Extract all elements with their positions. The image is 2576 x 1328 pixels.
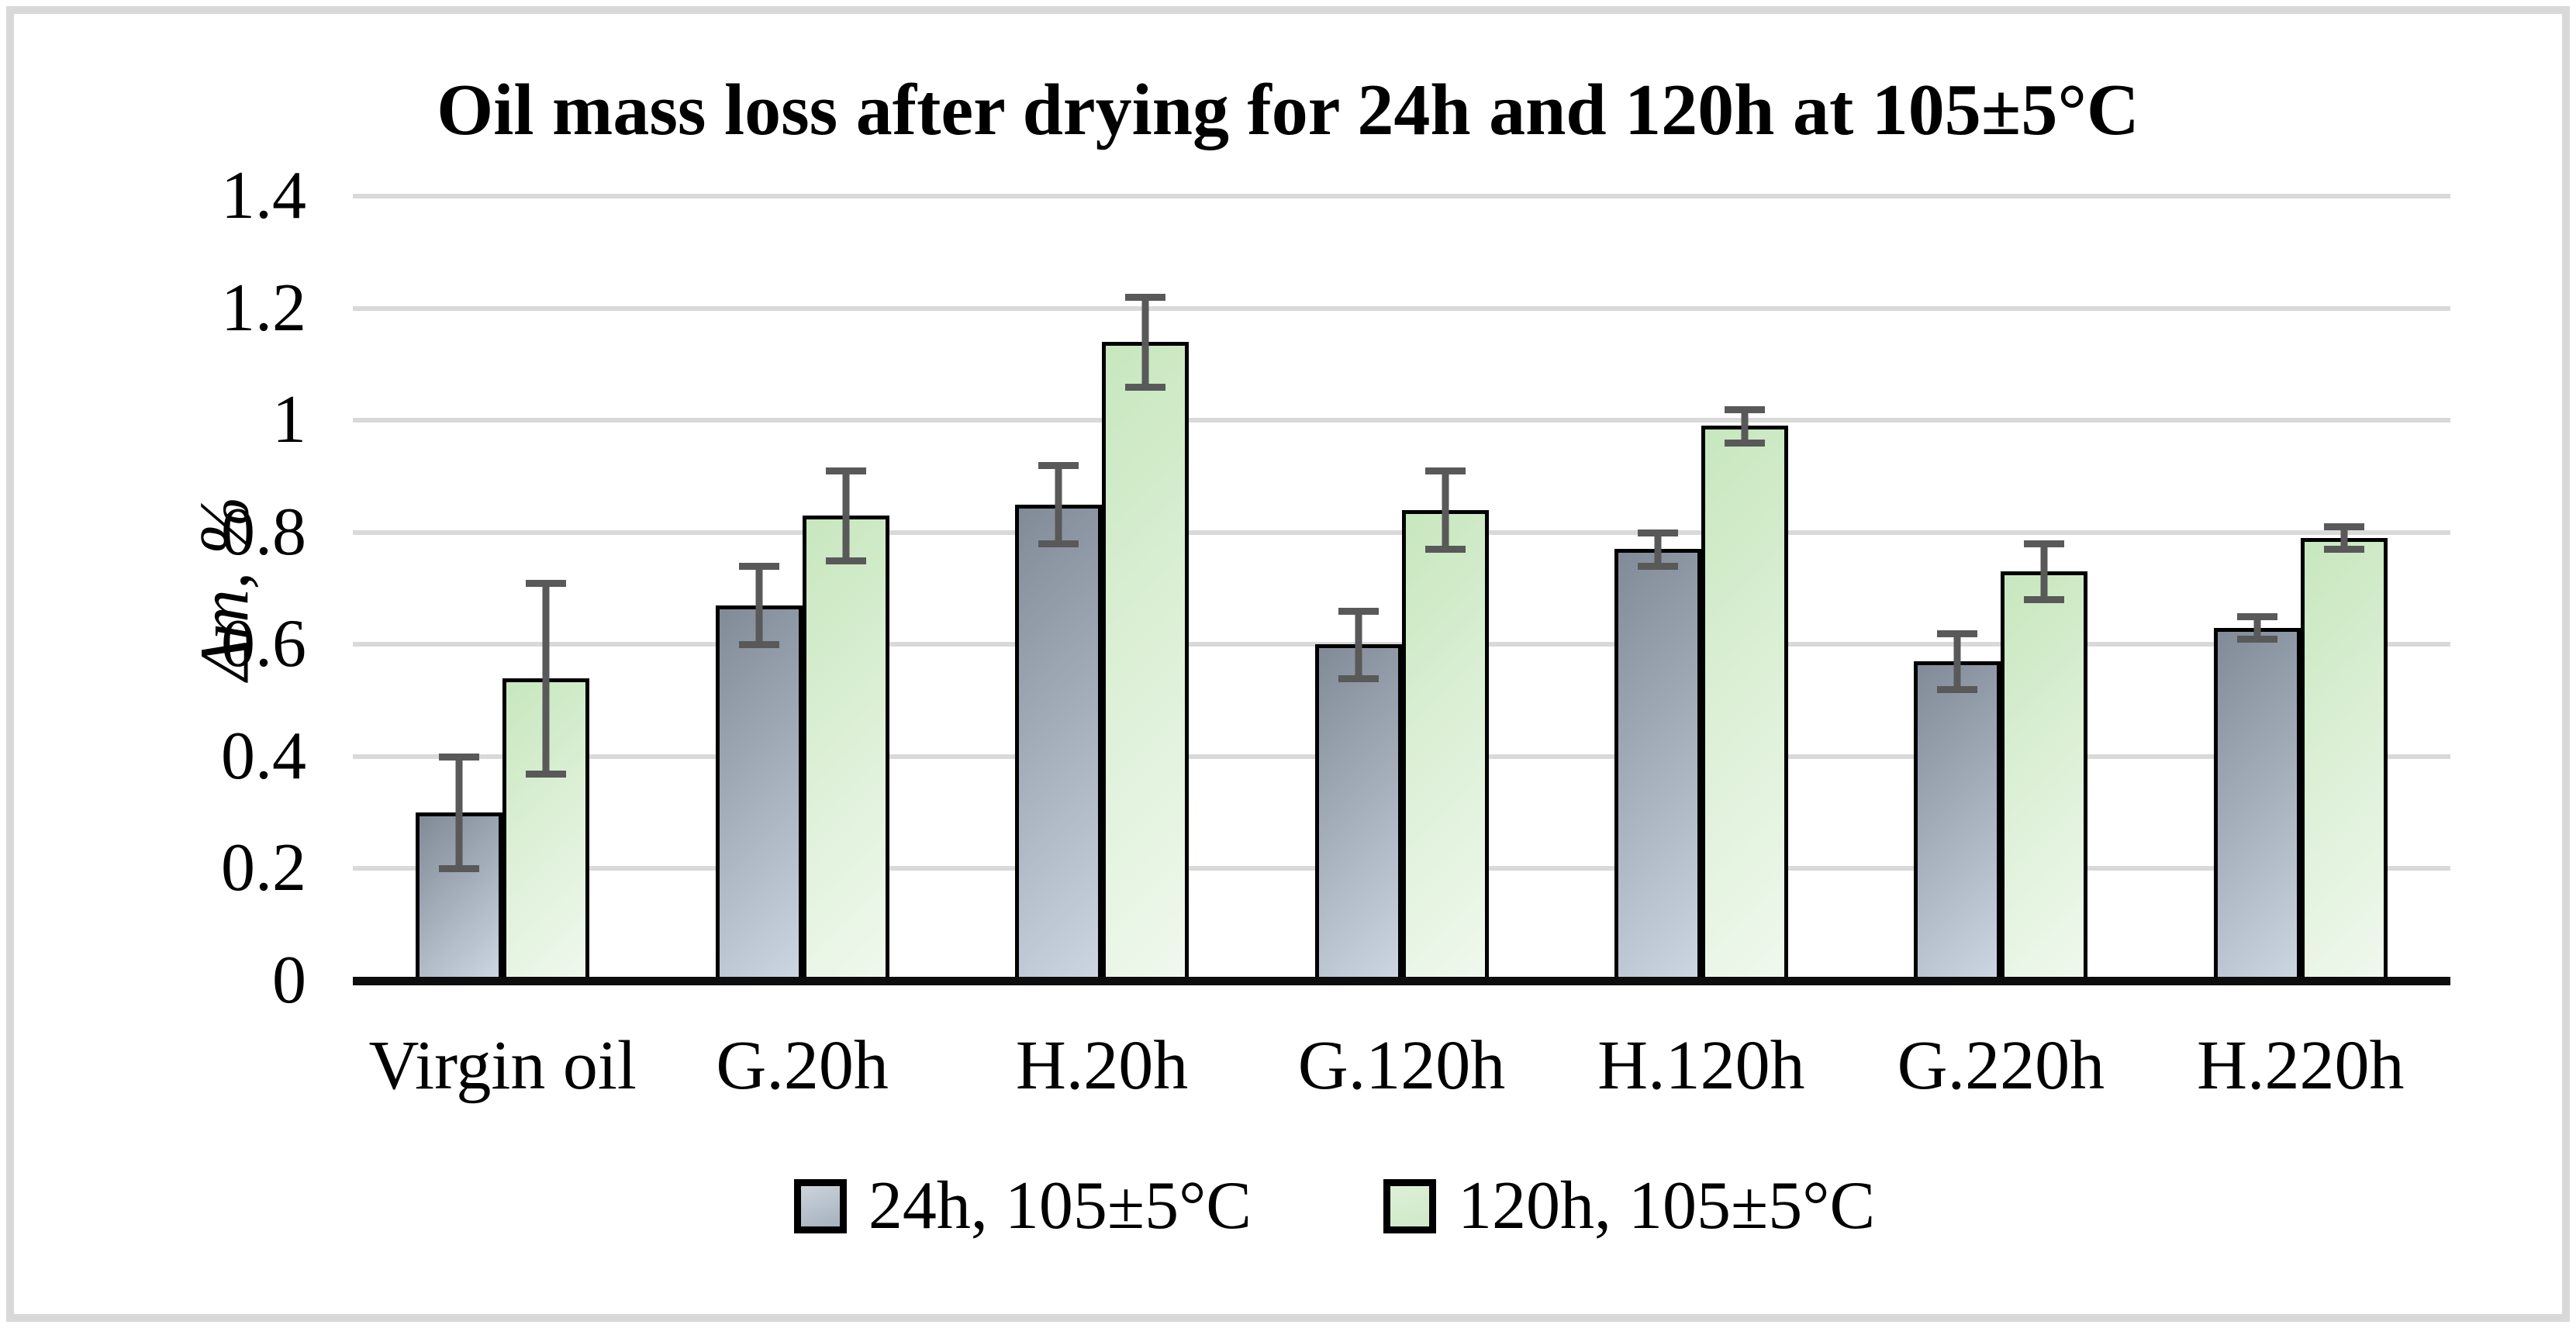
x-axis-category-label: Virgin oil [368, 1027, 637, 1104]
y-tick-label: 0.6 [221, 606, 306, 682]
error-bar [1654, 532, 1662, 567]
bar-24h-g-220h [1914, 661, 2001, 981]
error-bar [1442, 471, 1449, 550]
x-axis-category-label: G.220h [1897, 1027, 2105, 1104]
bar-24h-g-20h [715, 605, 803, 981]
error-bar-cap-bottom [526, 770, 567, 778]
error-bar [1141, 297, 1149, 387]
error-bar-cap-top [2024, 540, 2065, 548]
error-bar [1741, 409, 1749, 443]
error-bar-cap-bottom [2236, 636, 2277, 643]
error-bar-cap-top [1338, 607, 1379, 615]
error-bar-cap-top [1125, 294, 1166, 302]
y-tick-label: 1.2 [221, 270, 306, 346]
gridline [353, 305, 2450, 311]
bar-24h-h-220h [2213, 627, 2301, 981]
error-bar-cap-bottom [1338, 674, 1379, 682]
y-tick-label: 1 [272, 382, 306, 458]
error-bar-cap-bottom [439, 865, 480, 873]
y-tick-label: 0.8 [221, 494, 306, 570]
error-bar-cap-bottom [1125, 383, 1166, 391]
legend-swatch-120h [1383, 1178, 1436, 1233]
error-bar [542, 582, 550, 774]
error-bar [2253, 616, 2261, 640]
error-bar [842, 471, 850, 561]
x-axis-labels: Virgin oil G.20h H.20h G.120h H.120h G.220h H.… [353, 1027, 2450, 1120]
y-tick-label: 0.2 [221, 830, 306, 906]
error-bar-cap-bottom [1724, 440, 1765, 447]
y-tick-label: 0 [272, 943, 306, 1018]
error-bar-cap-bottom [825, 557, 866, 564]
error-bar-cap-bottom [1637, 563, 1678, 571]
bar-24h-h-20h [1015, 504, 1103, 981]
error-bar-cap-bottom [2323, 546, 2364, 554]
error-bar-cap-bottom [2024, 596, 2065, 604]
error-bar-cap-bottom [1937, 686, 1978, 694]
bar-120h-h-120h [1701, 426, 1788, 981]
error-bar [1355, 610, 1362, 678]
error-bar-cap-top [1937, 630, 1978, 637]
x-axis-category-label: G.120h [1297, 1027, 1506, 1104]
x-axis-category-label: G.20h [716, 1027, 889, 1104]
error-bar [755, 566, 763, 645]
x-axis-category-label: H.120h [1597, 1027, 1805, 1104]
gridline [353, 194, 2450, 198]
error-bar-cap-bottom [1424, 546, 1466, 554]
bar-120h-g-120h [1401, 509, 1489, 981]
error-bar-cap-top [738, 563, 779, 571]
legend-label: 120h, 105±5°C [1458, 1168, 1876, 1243]
error-bar-cap-top [2236, 613, 2277, 621]
error-bar [1055, 464, 1062, 544]
y-tick-label: 0.4 [221, 718, 306, 794]
error-bar-cap-top [1637, 529, 1678, 536]
legend: 24h, 105±5°C 120h, 105±5°C [0, 1167, 2576, 1245]
error-bar-cap-top [2323, 523, 2364, 531]
y-axis-tick-labels: 0 0.2 0.4 0.6 0.8 1 1.2 1.4 [0, 162, 306, 1015]
legend-item: 24h, 105±5°C [793, 1167, 1252, 1245]
legend-swatch-24h [793, 1178, 847, 1233]
x-axis-line [353, 977, 2450, 985]
chart-title: Oil mass loss after drying for 24h and 1… [437, 70, 2139, 150]
bar-24h-g-120h [1314, 644, 1402, 981]
legend-item: 120h, 105±5°C [1383, 1167, 1875, 1245]
bar-24h-h-120h [1614, 549, 1701, 981]
error-bar [1953, 633, 1961, 690]
error-bar [455, 756, 463, 869]
error-bar-cap-top [825, 467, 866, 475]
error-bar-cap-bottom [1038, 540, 1079, 548]
error-bar-cap-top [439, 753, 480, 761]
x-axis-category-label: H.20h [1015, 1027, 1189, 1104]
bar-120h-g-220h [2001, 571, 2088, 981]
bar-120h-g-20h [802, 516, 889, 981]
error-bar-cap-bottom [738, 641, 779, 649]
bar-120h-h-20h [1102, 341, 1190, 981]
error-bar-cap-top [1724, 405, 1765, 413]
x-axis-category-label: H.220h [2197, 1027, 2405, 1104]
y-tick-label: 1.4 [221, 158, 306, 233]
error-bar [2340, 526, 2348, 550]
error-bar-cap-top [526, 579, 567, 587]
error-bar-cap-top [1424, 467, 1466, 475]
legend-label: 24h, 105±5°C [868, 1168, 1252, 1243]
error-bar [2040, 543, 2048, 600]
error-bar-cap-top [1038, 461, 1079, 469]
bar-120h-h-220h [2300, 537, 2388, 981]
plot-area [353, 194, 2450, 985]
gridline [353, 418, 2450, 423]
